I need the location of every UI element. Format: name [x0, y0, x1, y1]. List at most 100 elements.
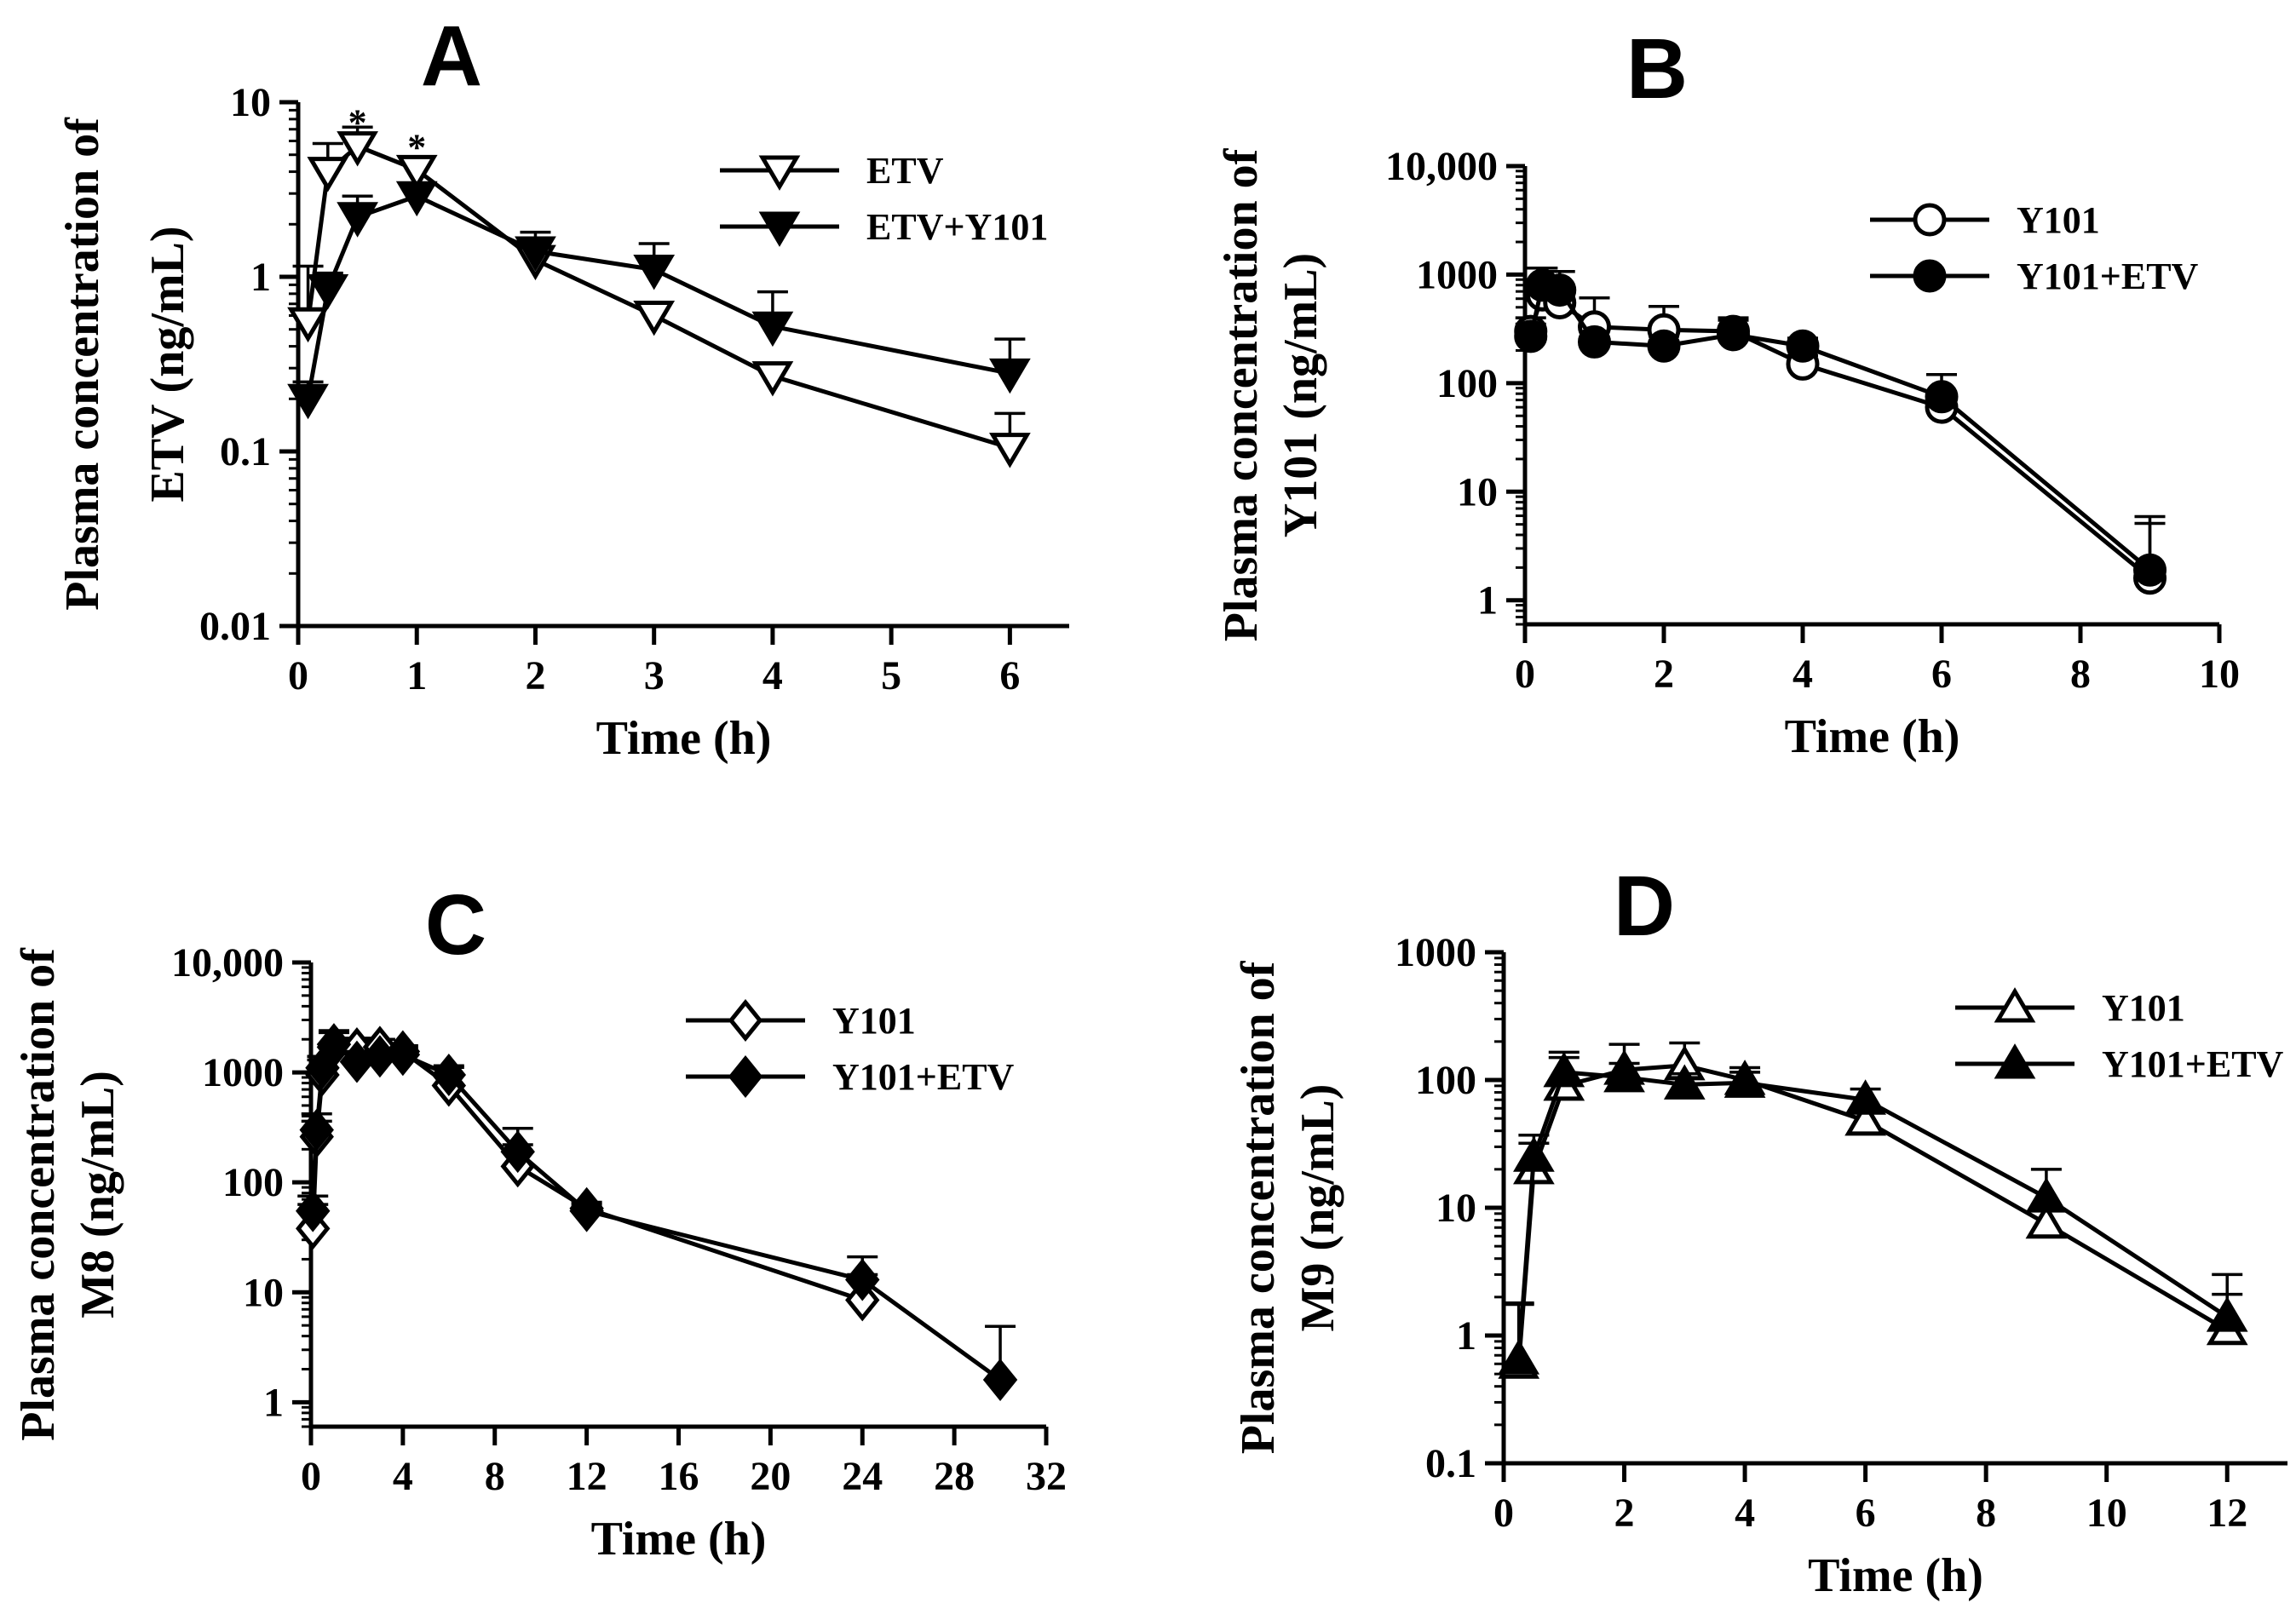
panel-letter: B: [1626, 21, 1688, 117]
series-line: [310, 1044, 864, 1302]
chart-panel-d: D 0.1 1 10 100 1000 0 2 4 6 8 10 12 Time (h) Plasma co…: [1232, 859, 2287, 1602]
legend-marker: [1994, 987, 2036, 1023]
data-point: [2025, 1177, 2068, 1213]
significance-asterisk: *: [348, 102, 367, 144]
y-axis-title: Plasma concentration of: [12, 947, 65, 1441]
data-point: [2206, 1296, 2248, 1332]
series-line: [1528, 292, 2152, 580]
y-tick-label: 1000: [1395, 930, 1476, 975]
y-axis-title: M8 (ng/mL): [72, 1071, 124, 1318]
x-tick-label: 4: [1735, 1491, 1755, 1536]
data-point: [751, 361, 794, 397]
data-point: [989, 358, 1031, 394]
x-tick-label: 0: [1515, 652, 1535, 697]
data-point: [1925, 380, 1959, 414]
x-tick-label: 20: [750, 1454, 791, 1499]
data-point: [1717, 318, 1750, 352]
series-y101: [1514, 278, 2167, 595]
legend: ETV ETV+Y101: [720, 150, 1048, 248]
legend: Y101 Y101+ETV: [686, 999, 1015, 1098]
x-tick-label: 10: [2086, 1491, 2127, 1536]
data-point: [989, 433, 1031, 468]
y-tick-label: 10: [1436, 1186, 1476, 1231]
legend-marker: [728, 999, 763, 1042]
y-axis-title: ETV (ng/mL): [141, 226, 194, 502]
data-point: [307, 273, 349, 310]
x-tick-label: 12: [2207, 1491, 2247, 1536]
x-tick-label: 1: [406, 653, 427, 698]
data-point: [385, 1033, 421, 1077]
x-axis-title: Time (h): [591, 1513, 767, 1565]
chart-panel-b: B 1 10 100 1000 10,000 0 2 4 6 8 10 Time (h) Plasma c…: [1215, 21, 2240, 763]
x-tick-label: 10: [2199, 652, 2240, 697]
chart-panel-a: A 0.01 0.1 1 10 0 1 2 3 4 5 6 Time (h) Plasma concent…: [56, 9, 1069, 765]
chart-panel-c: C 1 10 100 1000 10,000 0 4 8 12 16 20 24 28 32 Time (h)…: [12, 877, 1067, 1565]
data-point: [1844, 1100, 1886, 1136]
panel-letter: A: [421, 9, 482, 104]
x-tick-label: 0: [301, 1454, 321, 1499]
x-axis-title: Time (h): [596, 712, 772, 765]
series-y101-etv: [296, 1023, 1018, 1401]
y-tick-label: 1: [1477, 578, 1498, 623]
data-point: [316, 1023, 352, 1066]
legend-marker: [1913, 203, 1947, 237]
x-tick-label: 32: [1026, 1454, 1067, 1499]
significance-asterisk: *: [407, 126, 426, 168]
legend-label: Y101: [2017, 199, 2100, 241]
y-tick-label: 0.1: [220, 429, 271, 474]
data-point: [287, 307, 329, 343]
y-tick-label: 100: [1415, 1058, 1476, 1103]
y-tick-label: 0.01: [199, 604, 271, 649]
y-tick-label: 10,000: [1385, 144, 1498, 189]
x-tick-label: 8: [485, 1454, 505, 1499]
data-point: [1514, 319, 1548, 353]
x-tick-label: 8: [1976, 1491, 1996, 1536]
data-point: [1498, 1339, 1540, 1375]
data-point: [1578, 325, 1611, 359]
data-point: [395, 181, 438, 217]
y-axis-title: Plasma concentration of: [1215, 147, 1268, 641]
x-tick-label: 6: [1856, 1491, 1876, 1536]
y-tick-label: 10: [1457, 469, 1498, 514]
y-tick-label: 1000: [202, 1050, 284, 1095]
x-tick-label: 4: [393, 1454, 413, 1499]
series-y101: [296, 1025, 880, 1322]
data-point: [1603, 1056, 1645, 1093]
legend-label: ETV+Y101: [866, 206, 1048, 248]
y-tick-label: 10: [230, 80, 271, 125]
data-point: [337, 131, 378, 167]
y-tick-label: 1: [263, 1380, 284, 1425]
data-point: [751, 311, 794, 348]
data-point: [569, 1189, 604, 1232]
legend-label: Y101+ETV: [2102, 1043, 2284, 1085]
data-point: [845, 1258, 880, 1301]
y-tick-label: 1000: [1416, 252, 1498, 297]
data-point: [1786, 329, 1820, 363]
legend-marker: [1994, 1043, 2036, 1079]
data-point: [1543, 273, 1577, 307]
y-axis-title: Plasma concentration of: [1232, 960, 1285, 1454]
x-tick-label: 6: [999, 653, 1020, 698]
legend-label: ETV: [866, 150, 944, 192]
x-tick-label: 4: [762, 653, 783, 698]
x-axis-title: Time (h): [1808, 1549, 1983, 1602]
y-axis-title: Plasma concentration of: [56, 117, 109, 611]
x-tick-label: 0: [1493, 1491, 1514, 1536]
data-point: [1663, 1064, 1706, 1100]
data-point: [2133, 553, 2167, 587]
y-tick-label: 1: [250, 255, 271, 300]
legend: Y101 Y101+ETV: [1870, 199, 2199, 297]
legend-marker: [1913, 259, 1947, 293]
data-point: [515, 236, 556, 272]
legend-label: Y101+ETV: [832, 1056, 1015, 1098]
legend-marker: [728, 1055, 763, 1098]
x-tick-label: 3: [644, 653, 665, 698]
data-point: [395, 154, 438, 191]
y-axis-title: Y101 (ng/mL): [1275, 253, 1327, 537]
data-point: [307, 157, 349, 192]
x-tick-label: 8: [2070, 652, 2091, 697]
x-tick-label: 2: [525, 653, 545, 698]
data-point: [1647, 329, 1681, 363]
y-tick-label: 1: [1456, 1313, 1476, 1359]
